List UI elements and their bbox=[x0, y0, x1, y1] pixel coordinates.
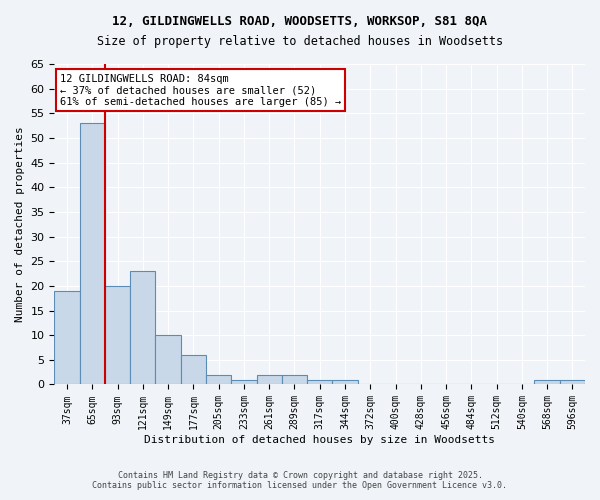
Bar bbox=[55, 291, 80, 384]
Bar bbox=[307, 380, 332, 384]
Bar bbox=[130, 271, 155, 384]
Bar bbox=[181, 355, 206, 384]
Text: 12 GILDINGWELLS ROAD: 84sqm
← 37% of detached houses are smaller (52)
61% of sem: 12 GILDINGWELLS ROAD: 84sqm ← 37% of det… bbox=[60, 74, 341, 107]
Bar bbox=[80, 123, 105, 384]
Bar bbox=[535, 380, 560, 384]
Text: Size of property relative to detached houses in Woodsetts: Size of property relative to detached ho… bbox=[97, 35, 503, 48]
Bar bbox=[155, 335, 181, 384]
Text: Contains HM Land Registry data © Crown copyright and database right 2025.
Contai: Contains HM Land Registry data © Crown c… bbox=[92, 470, 508, 490]
Y-axis label: Number of detached properties: Number of detached properties bbox=[15, 126, 25, 322]
X-axis label: Distribution of detached houses by size in Woodsetts: Distribution of detached houses by size … bbox=[144, 435, 495, 445]
Bar bbox=[560, 380, 585, 384]
Bar bbox=[231, 380, 257, 384]
Bar bbox=[332, 380, 358, 384]
Bar bbox=[282, 374, 307, 384]
Bar bbox=[206, 374, 231, 384]
Bar bbox=[105, 286, 130, 384]
Bar bbox=[257, 374, 282, 384]
Text: 12, GILDINGWELLS ROAD, WOODSETTS, WORKSOP, S81 8QA: 12, GILDINGWELLS ROAD, WOODSETTS, WORKSO… bbox=[113, 15, 487, 28]
